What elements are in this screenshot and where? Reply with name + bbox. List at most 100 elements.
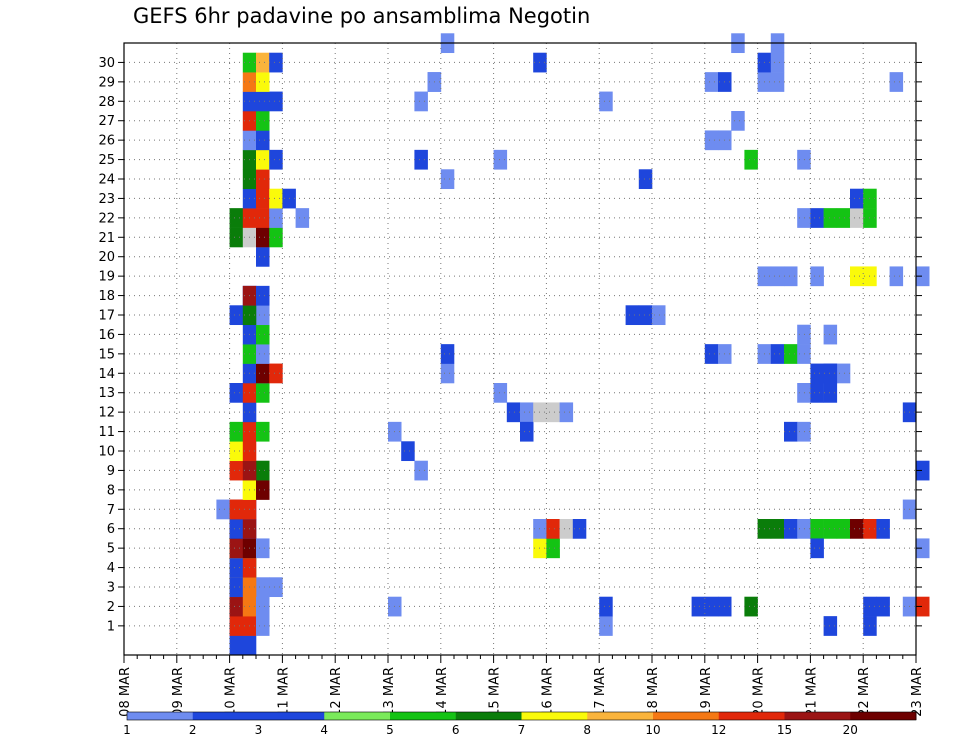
legend-color-swatch [653, 712, 720, 720]
heatmap-cell [599, 616, 613, 636]
heatmap-cell [256, 616, 270, 636]
heatmap-cell [836, 363, 851, 384]
heatmap-cell [916, 596, 930, 617]
heatmap-cell [440, 344, 455, 364]
heatmap-cell [559, 402, 574, 423]
heatmap-cell [256, 324, 270, 345]
heatmap-cell [256, 596, 270, 617]
heatmap-cell [784, 344, 798, 364]
heatmap-cell [876, 519, 890, 539]
y-tick-label: 15 [98, 347, 115, 362]
x-tick-label: 12 MAR [329, 667, 344, 717]
legend-level-label: 6 [452, 723, 460, 737]
y-tick-label: 25 [98, 153, 115, 168]
y-tick-label: 8 [107, 483, 115, 498]
heatmap-cell [704, 130, 719, 151]
heatmap-cell [440, 363, 455, 384]
x-tick-label: 10 MAR [224, 667, 239, 717]
heatmap-cell [784, 421, 798, 442]
heatmap-cell [256, 577, 270, 598]
heatmap-cell [269, 52, 283, 73]
heatmap-cell [770, 52, 785, 73]
legend-frame [126, 711, 917, 721]
heatmap-cell [229, 577, 244, 598]
heatmap-cell [216, 499, 230, 520]
heatmap-cell [797, 149, 811, 170]
heatmap-cell [823, 383, 838, 403]
heatmap-cell [256, 247, 270, 267]
legend-level-label: 7 [518, 723, 526, 737]
heatmap-cell [256, 130, 270, 151]
heatmap-cell [256, 208, 270, 228]
heatmap-cell [850, 519, 864, 539]
heatmap-cell [797, 344, 811, 364]
y-tick-label: 28 [98, 95, 115, 110]
y-tick-label: 16 [98, 328, 115, 343]
heatmap-cell [256, 344, 270, 364]
legend-color-swatch [324, 712, 391, 720]
y-tick-label: 1 [107, 619, 115, 634]
heatmap-cell [229, 383, 244, 403]
heatmap-cell [269, 363, 283, 384]
heatmap-cell [414, 91, 428, 112]
y-tick-label: 20 [98, 250, 115, 265]
x-tick-label: 22 MAR [857, 667, 872, 717]
heatmap-cell [229, 305, 244, 326]
heatmap-cell [256, 72, 270, 92]
x-tick-label: 15 MAR [488, 667, 503, 717]
y-tick-label: 2 [107, 600, 115, 615]
heatmap-cell [770, 519, 785, 539]
heatmap-cell [797, 383, 811, 403]
legend-level-label: 3 [255, 723, 263, 737]
legend-level-label: 15 [777, 723, 792, 737]
legend-level-label: 12 [711, 723, 726, 737]
heatmap-cell [256, 91, 270, 112]
x-tick-label: 19 MAR [699, 667, 714, 717]
legend-level-label: 8 [583, 723, 591, 737]
heatmap-cell [599, 596, 613, 617]
heatmap-cell [256, 169, 270, 190]
legend-color-swatch [521, 712, 588, 720]
heatmap-cell [256, 149, 270, 170]
heatmap-cell [823, 208, 838, 228]
y-tick-label: 19 [98, 270, 115, 285]
heatmap-cell [295, 208, 310, 228]
heatmap-cell [229, 635, 244, 656]
heatmap-cell [770, 72, 785, 92]
heatmap-cell [770, 266, 785, 287]
heatmap-cell [256, 421, 270, 442]
y-tick-label: 14 [98, 367, 115, 382]
heatmap-cell [546, 519, 560, 539]
y-tick-label: 17 [98, 309, 115, 324]
heatmap-cell [916, 538, 930, 559]
y-tick-label: 3 [107, 581, 115, 596]
heatmap-cell [797, 324, 811, 345]
heatmap-cell [229, 519, 244, 539]
heatmap-cell [269, 149, 283, 170]
heatmap-cell [810, 266, 824, 287]
heatmap-cell [256, 227, 270, 248]
heatmap-cell [256, 52, 270, 73]
heatmap-cell [546, 402, 560, 423]
x-tick-label: 18 MAR [646, 667, 661, 717]
y-tick-label: 12 [98, 406, 115, 421]
legend-color-swatch [455, 712, 522, 720]
heatmap-cell [546, 538, 560, 559]
heatmap-cell [229, 208, 244, 228]
legend-level-label: 1 [123, 723, 131, 737]
heatmap-cell [704, 72, 719, 92]
heatmap-cell [770, 344, 785, 364]
heatmap-cell [401, 441, 415, 462]
legend-level-label: 4 [320, 723, 328, 737]
heatmap-cell [520, 402, 534, 423]
heatmap-cell [506, 402, 521, 423]
x-tick-label: 16 MAR [540, 667, 555, 717]
heatmap-cell [916, 266, 930, 287]
heatmap-cell [744, 596, 758, 617]
heatmap-cell [559, 519, 574, 539]
y-tick-label: 7 [107, 503, 115, 518]
heatmap-cell [229, 227, 244, 248]
heatmap-cell [784, 519, 798, 539]
heatmap-cell [256, 305, 270, 326]
